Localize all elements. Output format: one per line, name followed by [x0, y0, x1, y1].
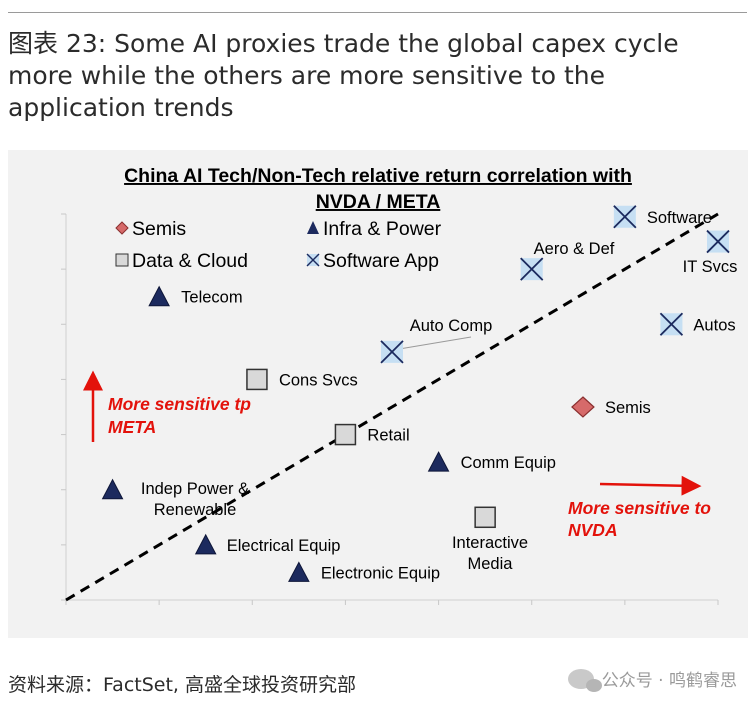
legend-item-semis: Semis — [115, 218, 186, 240]
point-label: Retail — [367, 427, 409, 445]
meta-annotation: More sensitive tp META — [83, 370, 251, 442]
legend: Semis Infra & Power Data & Cloud Software A… — [115, 218, 442, 272]
diagonal-dashed-line — [65, 212, 719, 602]
point-label: Interactive — [452, 534, 528, 552]
point-it-svcs: IT Svcs — [683, 229, 738, 276]
meta-annotation-line-1: More sensitive tp — [108, 394, 251, 414]
legend-marker-cross-b — [306, 253, 320, 267]
source-note: 资料来源：FactSet, 高盛全球投资研究部 — [8, 674, 357, 696]
callout-leader-line — [399, 336, 472, 350]
point-label: Telecom — [181, 289, 242, 307]
scatter-chart: China AI Tech/Non-Tech relative return c… — [61, 165, 738, 605]
watermark: 公众号 · 鸣鹤睿思 — [567, 666, 737, 692]
marker-indep-power-renewable — [101, 478, 124, 500]
marker-comm-equip — [427, 451, 450, 472]
nvda-right-arrow — [599, 475, 702, 496]
point-software: Software — [613, 205, 712, 229]
legend-marker — [307, 221, 319, 234]
marker-electrical-equip — [194, 533, 217, 555]
legend-label: Data & Cloud — [132, 250, 248, 272]
legend-item-data-cloud: Data & Cloud — [115, 250, 248, 272]
point-autos: Autos — [659, 312, 736, 336]
point-label: Indep Power & — [141, 480, 249, 498]
wechat-icon — [567, 668, 602, 692]
axes — [61, 213, 719, 605]
marker-cross-b — [520, 257, 544, 281]
point-electrical-equip: Electrical Equip — [194, 533, 341, 555]
meta-annotation-line-2: META — [108, 417, 156, 437]
marker-cons-svcs — [246, 368, 268, 391]
legend-label: Semis — [132, 218, 186, 240]
point-cons-svcs: Cons Svcs — [246, 368, 358, 391]
marker-electronic-equip — [288, 561, 310, 582]
point-indep-power-renewable: Indep Power & Renewable — [101, 478, 249, 519]
legend-label: Software App — [323, 250, 439, 272]
legend-item-infra-power: Infra & Power — [307, 218, 442, 240]
nvda-annotation: More sensitive to NVDA — [568, 475, 711, 540]
point-label: Comm Equip — [461, 454, 556, 472]
point-label: Aero & Def — [534, 240, 615, 258]
point-retail: Retail — [334, 423, 410, 446]
point-label: Autos — [693, 316, 735, 334]
watermark-text: 公众号 · 鸣鹤睿思 — [601, 671, 737, 691]
point-telecom: Telecom — [148, 285, 243, 307]
point-label: Renewable — [154, 501, 237, 519]
marker-autos — [659, 312, 684, 336]
top-rule — [8, 12, 747, 13]
nvda-annotation-line-2: NVDA — [568, 520, 618, 540]
marker-semis — [571, 396, 595, 418]
point-comm-equip: Comm Equip — [427, 451, 556, 472]
point-interactive-media: Interactive Media — [452, 506, 528, 573]
legend-label: Infra & Power — [323, 218, 442, 240]
chart-title-line-2: NVDA / META — [316, 191, 441, 213]
point-semis: Semis — [571, 396, 651, 418]
figure-title: 图表 23: Some AI proxies trade the global … — [8, 29, 679, 122]
point-label: Media — [468, 555, 514, 573]
nvda-annotation-line-1: More sensitive to — [568, 498, 711, 518]
point-label: Electronic Equip — [321, 564, 440, 582]
point-label: Semis — [605, 399, 651, 417]
auto-comp-leader — [399, 336, 472, 350]
marker-interactive-media — [474, 506, 496, 529]
marker-cross-b — [706, 229, 730, 254]
marker-cross-b — [613, 205, 637, 229]
chart-title-line-1: China AI Tech/Non-Tech relative return c… — [124, 165, 632, 187]
point-label: Cons Svcs — [279, 371, 358, 389]
marker-cross-b — [380, 340, 404, 364]
point-label: Auto Comp — [410, 317, 493, 335]
marker-telecom — [148, 285, 170, 307]
point-aero-def: Aero & Def — [520, 240, 615, 281]
marker-aero-def — [520, 257, 544, 281]
marker-software — [613, 205, 637, 229]
point-electronic-equip: Electronic Equip — [288, 561, 440, 582]
marker-retail — [334, 423, 357, 446]
point-label: IT Svcs — [683, 258, 738, 276]
point-label: Software — [647, 209, 712, 227]
marker-auto-comp — [380, 340, 404, 364]
marker-cross-b — [659, 312, 684, 336]
legend-marker — [115, 221, 129, 235]
marker-it-svcs — [706, 229, 730, 254]
data-points: Semis Telecom Indep Power & Renewable Electr… — [101, 205, 738, 582]
legend-item-software-app: Software App — [306, 250, 439, 272]
legend-marker — [115, 253, 129, 267]
chart-panel: China AI Tech/Non-Tech relative return c… — [8, 150, 748, 638]
point-label: Electrical Equip — [227, 537, 341, 555]
point-auto-comp: Auto Comp — [380, 317, 493, 364]
